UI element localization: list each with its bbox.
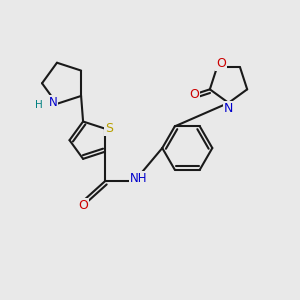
- Text: N: N: [49, 96, 57, 109]
- Text: O: O: [189, 88, 199, 100]
- Text: S: S: [105, 122, 113, 135]
- Text: O: O: [216, 57, 226, 70]
- Text: O: O: [79, 199, 88, 212]
- Text: N: N: [224, 102, 233, 115]
- Text: NH: NH: [130, 172, 147, 185]
- Text: H: H: [35, 100, 43, 110]
